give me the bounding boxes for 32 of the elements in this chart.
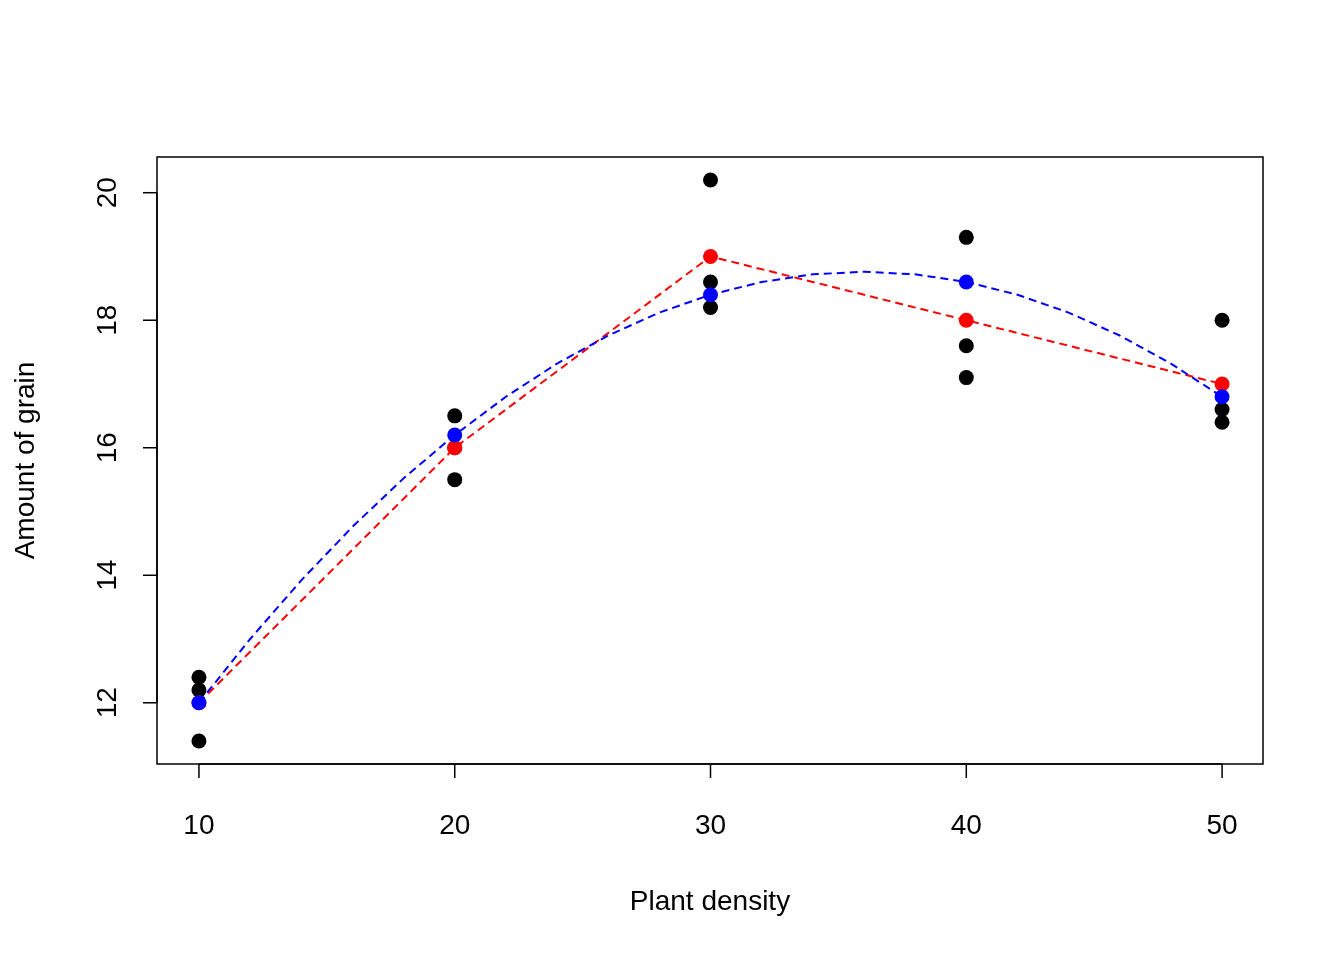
x-axis-title: Plant density <box>629 885 791 916</box>
y-tick-label: 20 <box>91 177 123 209</box>
x-tick-label: 30 <box>694 809 727 840</box>
y-tick-label: 14 <box>91 559 123 591</box>
point <box>447 427 463 443</box>
point <box>703 248 719 264</box>
point <box>703 172 719 188</box>
y-tick-label: 16 <box>91 432 123 464</box>
point <box>191 669 207 685</box>
point <box>958 274 974 290</box>
point <box>703 299 719 315</box>
point <box>703 274 719 290</box>
point <box>191 682 207 698</box>
x-tick-label: 40 <box>950 809 982 840</box>
point <box>447 472 463 488</box>
point <box>447 408 463 424</box>
y-tick-label: 18 <box>91 304 123 336</box>
point <box>703 287 719 303</box>
y-tick-label: 12 <box>91 687 123 719</box>
point <box>191 733 207 749</box>
point <box>958 338 974 354</box>
point <box>958 229 974 245</box>
x-tick-label: 20 <box>439 809 471 840</box>
point <box>1214 389 1230 405</box>
point <box>958 370 974 386</box>
point <box>1214 376 1230 392</box>
point <box>958 312 974 328</box>
x-tick-label: 10 <box>183 809 215 840</box>
point <box>1214 414 1230 430</box>
y-axis-title: Amount of grain <box>9 361 40 560</box>
x-tick-label: 50 <box>1206 809 1238 840</box>
point <box>1214 312 1230 328</box>
